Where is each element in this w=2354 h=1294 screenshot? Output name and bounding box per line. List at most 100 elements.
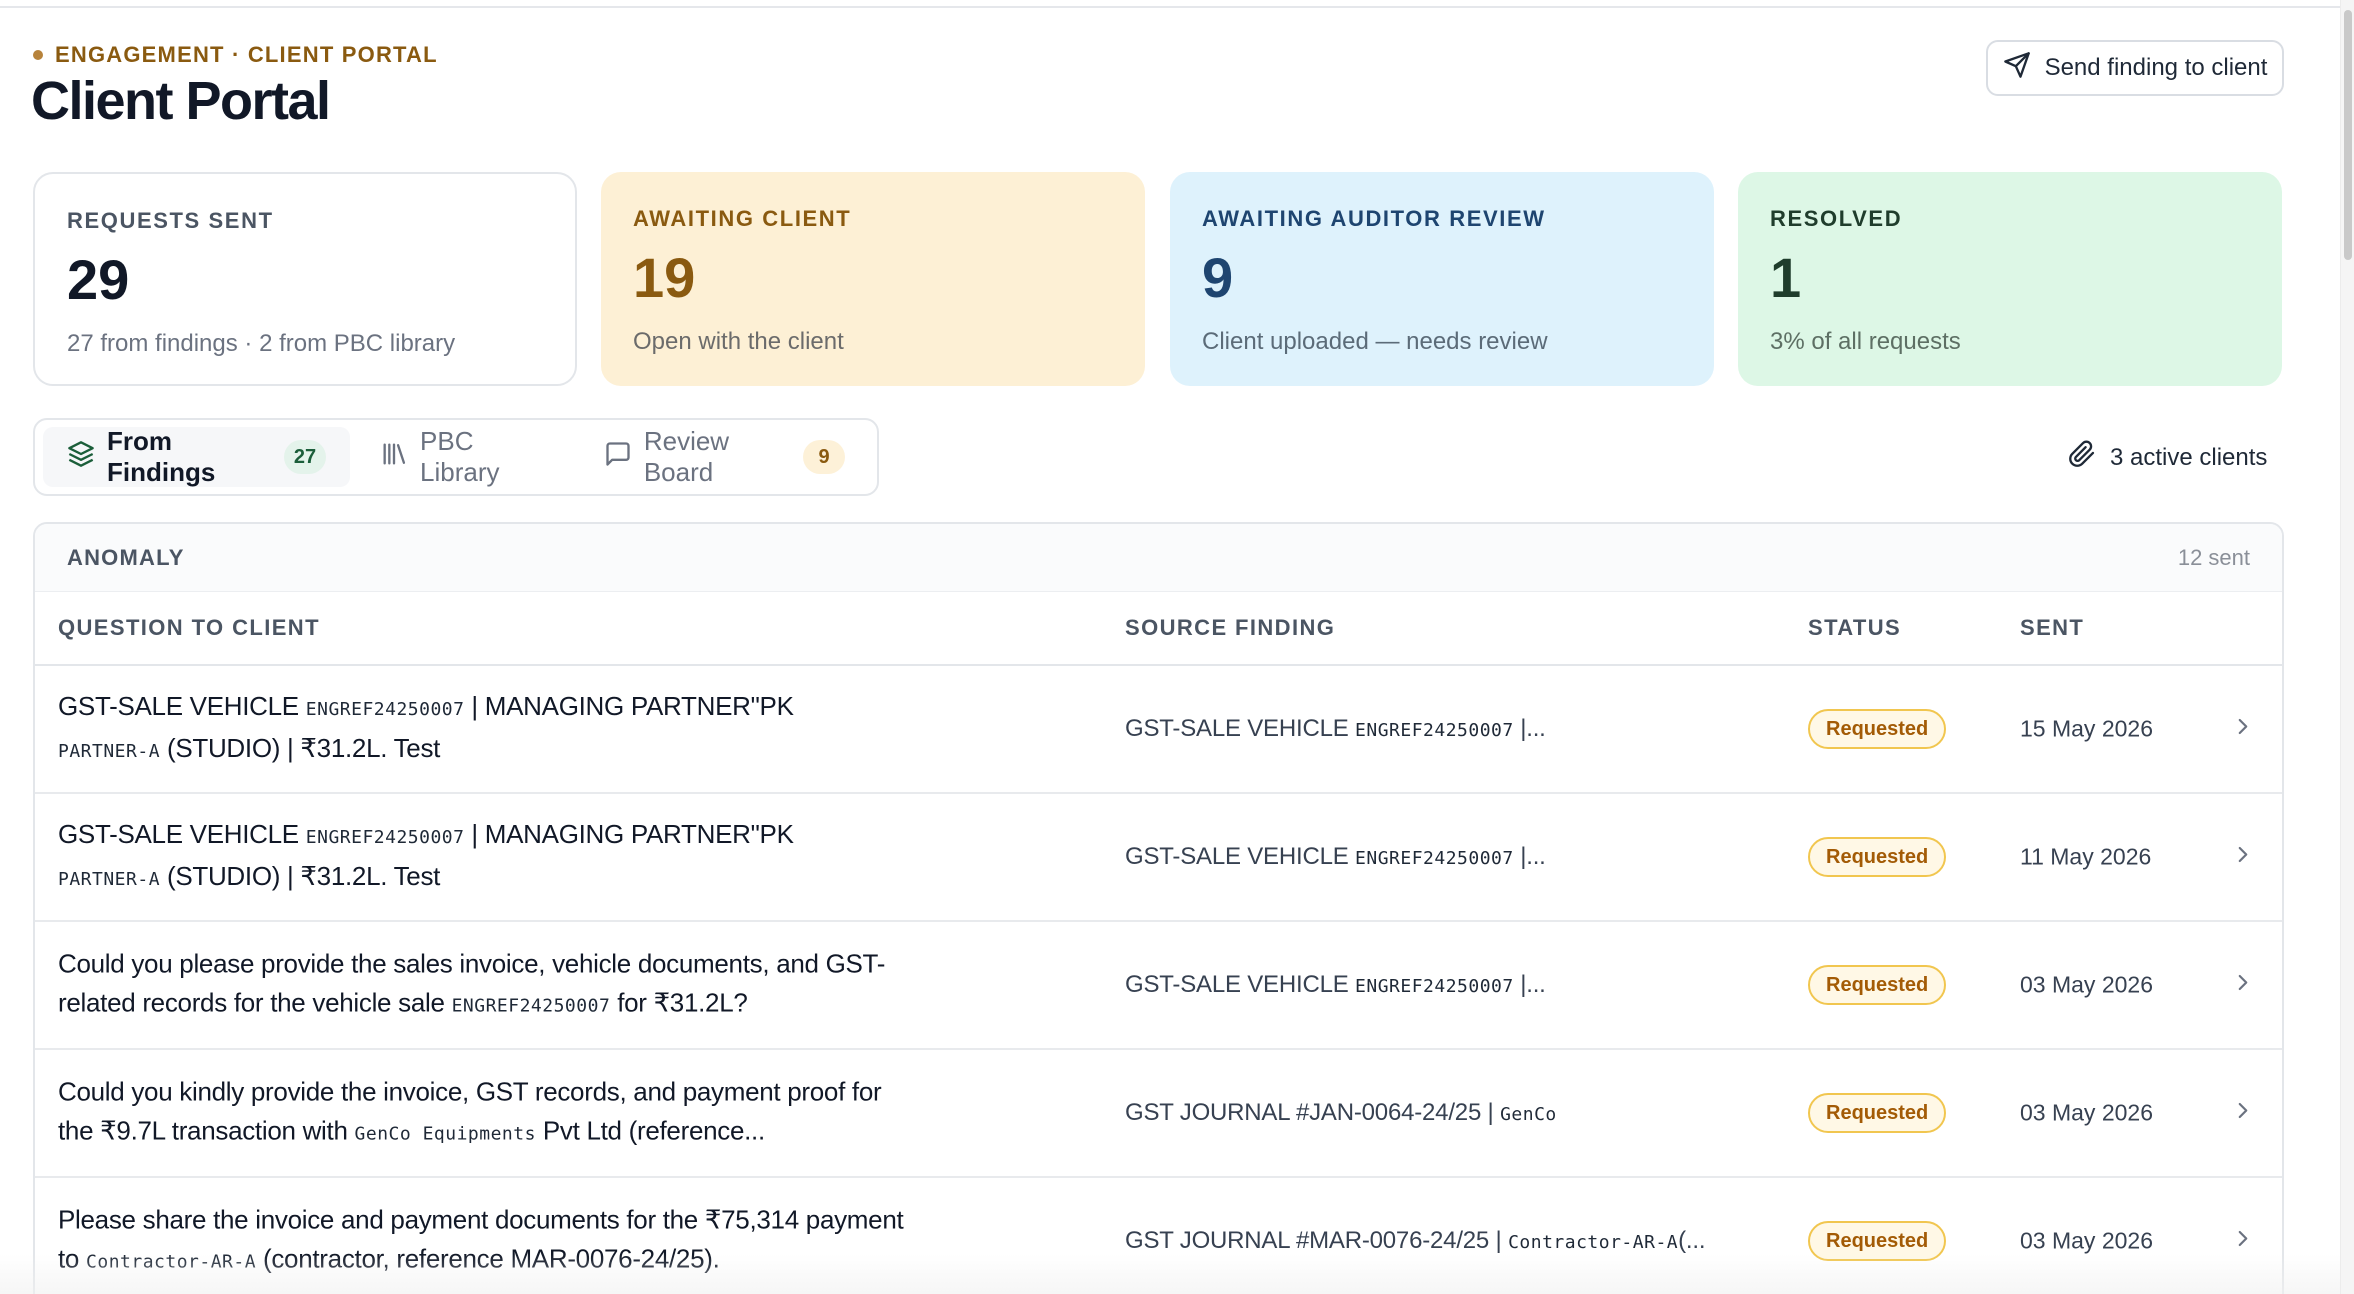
sent-date: 11 May 2026 <box>2020 843 2152 870</box>
library-icon <box>380 440 408 475</box>
chevron-right-icon[interactable] <box>2230 842 2260 873</box>
chevron-right-icon[interactable] <box>2230 714 2260 745</box>
reference-code: GenCo <box>354 1123 412 1145</box>
reference-code: Contractor-AR-A <box>86 1251 257 1273</box>
status-cell: Requested <box>1808 1221 2008 1261</box>
question-cell: GST-SALE VEHICLE ENGREF24250007 | MANAGI… <box>58 815 1098 899</box>
question-text: | MANAGING PARTNER"PK <box>464 819 794 849</box>
table-row[interactable]: GST-SALE VEHICLE ENGREF24250007 | MANAGI… <box>35 666 2282 794</box>
status-cell: Requested <box>1808 965 2008 1005</box>
source-finding-cell: GST-SALE VEHICLE ENGREF24250007 |... <box>1125 971 1765 999</box>
question-cell: Could you please provide the sales invoi… <box>58 945 1098 1026</box>
question-text: to <box>58 1243 87 1274</box>
status-badge: Requested <box>1808 1093 1947 1133</box>
page-title: Client Portal <box>31 71 331 131</box>
source-text: |... <box>1513 715 1546 742</box>
source-text: GST JOURNAL #MAR-0076-24/25 | <box>1125 1227 1509 1254</box>
active-clients-indicator: 3 active clients <box>2068 440 2267 475</box>
table-row[interactable]: Could you please provide the sales invoi… <box>35 922 2282 1050</box>
send-finding-button[interactable]: Send finding to client <box>1986 40 2284 96</box>
column-header-question[interactable]: QUESTION TO CLIENT <box>58 615 320 640</box>
source-finding-cell: GST-SALE VEHICLE ENGREF24250007 |... <box>1125 843 1765 871</box>
reference-code: ENGREF24250007 <box>1355 848 1514 869</box>
question-text: for ₹31.2L? <box>610 987 748 1018</box>
stat-card-requests-sent: REQUESTS SENT 29 27 from findings · 2 fr… <box>33 172 577 386</box>
stat-subtext: 27 from findings · 2 from PBC library <box>67 330 456 357</box>
requests-table: ANOMALY 12 sent QUESTION TO CLIENT SOURC… <box>33 522 2284 1294</box>
vertical-scrollbar[interactable] <box>2340 0 2354 1294</box>
column-header-status[interactable]: STATUS <box>1808 615 1902 640</box>
sent-date: 03 May 2026 <box>2020 1227 2153 1254</box>
active-clients-label: 3 active clients <box>2110 443 2268 471</box>
stat-value: 29 <box>67 248 130 311</box>
stat-label: RESOLVED <box>1770 206 1903 231</box>
tab-from-findings[interactable]: From Findings 27 <box>43 426 351 487</box>
message-square-icon <box>604 440 632 475</box>
source-text: GST-SALE VEHICLE <box>1125 843 1356 870</box>
question-text: Please share the invoice and payment doc… <box>58 1204 904 1235</box>
chevron-right-icon[interactable] <box>2230 1226 2260 1257</box>
column-header-source[interactable]: SOURCE FINDING <box>1125 615 1336 640</box>
column-header-sent[interactable]: SENT <box>2020 615 2085 640</box>
send-icon <box>2003 51 2031 86</box>
stat-value: 19 <box>633 246 696 309</box>
source-text: |... <box>1513 843 1546 870</box>
stat-value: 9 <box>1202 246 1234 309</box>
group-count: 12 sent <box>2177 544 2250 570</box>
question-text: Equipments <box>411 1123 536 1145</box>
question-cell: Please share the invoice and payment doc… <box>58 1201 1098 1282</box>
tab-label: From Findings <box>107 426 216 487</box>
reference-code: ENGREF24250007 <box>305 827 465 848</box>
status-dot <box>33 50 43 60</box>
tab-review-board[interactable]: Review Board 9 <box>580 426 869 487</box>
stat-label: AWAITING AUDITOR REVIEW <box>1202 206 1546 231</box>
question-text: Could you please provide the sales invoi… <box>58 948 886 979</box>
source-finding-cell: GST JOURNAL #JAN-0064-24/25 | GenCo <box>1125 1099 1765 1127</box>
source-text: GST-SALE VEHICLE <box>1125 715 1356 742</box>
question-text: GST-SALE VEHICLE <box>58 691 306 721</box>
table-row[interactable]: Please share the invoice and payment doc… <box>35 1178 2282 1294</box>
stat-subtext: 3% of all requests <box>1770 328 1961 355</box>
source-text: (... <box>1678 1227 1706 1254</box>
reference-code: ENGREF24250007 <box>451 995 611 1017</box>
question-text: Could you kindly provide the invoice, GS… <box>58 1076 882 1107</box>
status-cell: Requested <box>1808 1093 2008 1133</box>
stat-label: REQUESTS SENT <box>67 208 274 233</box>
question-cell: GST-SALE VEHICLE ENGREF24250007 | MANAGI… <box>58 687 1098 771</box>
tab-pbc-library[interactable]: PBC Library <box>356 426 574 487</box>
question-text: Pvt Ltd (reference... <box>535 1115 765 1146</box>
stat-subtext: Open with the client <box>633 328 844 355</box>
stat-card-resolved: RESOLVED 1 3% of all requests <box>1738 172 2282 386</box>
breadcrumb: ENGAGEMENT · CLIENT PORTAL <box>33 42 438 68</box>
question-text: | ₹31.2L. Test <box>287 733 441 763</box>
chevron-right-icon[interactable] <box>2230 970 2260 1001</box>
question-cell: Could you kindly provide the invoice, GS… <box>58 1073 1098 1154</box>
reference-code: PARTNER-A <box>58 741 161 762</box>
chevron-right-icon[interactable] <box>2230 1098 2260 1129</box>
reference-code: PARTNER-A <box>58 869 161 890</box>
reference-code: GenCo <box>1500 1104 1557 1125</box>
breadcrumb-label: ENGAGEMENT · CLIENT PORTAL <box>55 42 438 67</box>
status-badge: Requested <box>1808 1221 1947 1261</box>
sent-date: 03 May 2026 <box>2020 1099 2153 1126</box>
source-text: |... <box>1513 971 1546 998</box>
source-finding-cell: GST JOURNAL #MAR-0076-24/25 | Contractor… <box>1125 1227 1765 1255</box>
scrollbar-thumb[interactable] <box>2344 10 2352 260</box>
question-text: (STUDIO) <box>160 861 288 891</box>
status-badge: Requested <box>1808 837 1947 877</box>
tab-count-badge: 27 <box>284 440 327 474</box>
reference-code: ENGREF24250007 <box>1355 976 1514 997</box>
sent-date: 15 May 2026 <box>2020 715 2153 742</box>
tab-label: PBC Library <box>420 426 500 487</box>
question-text: | ₹31.2L. Test <box>287 861 441 891</box>
question-text: (contractor, reference MAR-0076-24/25). <box>256 1243 720 1274</box>
question-text: | MANAGING PARTNER"PK <box>464 691 794 721</box>
stat-label: AWAITING CLIENT <box>633 206 852 231</box>
table-row[interactable]: GST-SALE VEHICLE ENGREF24250007 | MANAGI… <box>35 794 2282 922</box>
question-text: the ₹9.7L transaction with <box>58 1115 355 1146</box>
group-header[interactable]: ANOMALY 12 sent <box>35 524 2282 592</box>
source-text: GST-SALE VEHICLE <box>1125 971 1356 998</box>
question-text: related records for the vehicle sale <box>58 987 452 1018</box>
stat-subtext: Client uploaded — needs review <box>1202 328 1548 355</box>
table-row[interactable]: Could you kindly provide the invoice, GS… <box>35 1050 2282 1178</box>
